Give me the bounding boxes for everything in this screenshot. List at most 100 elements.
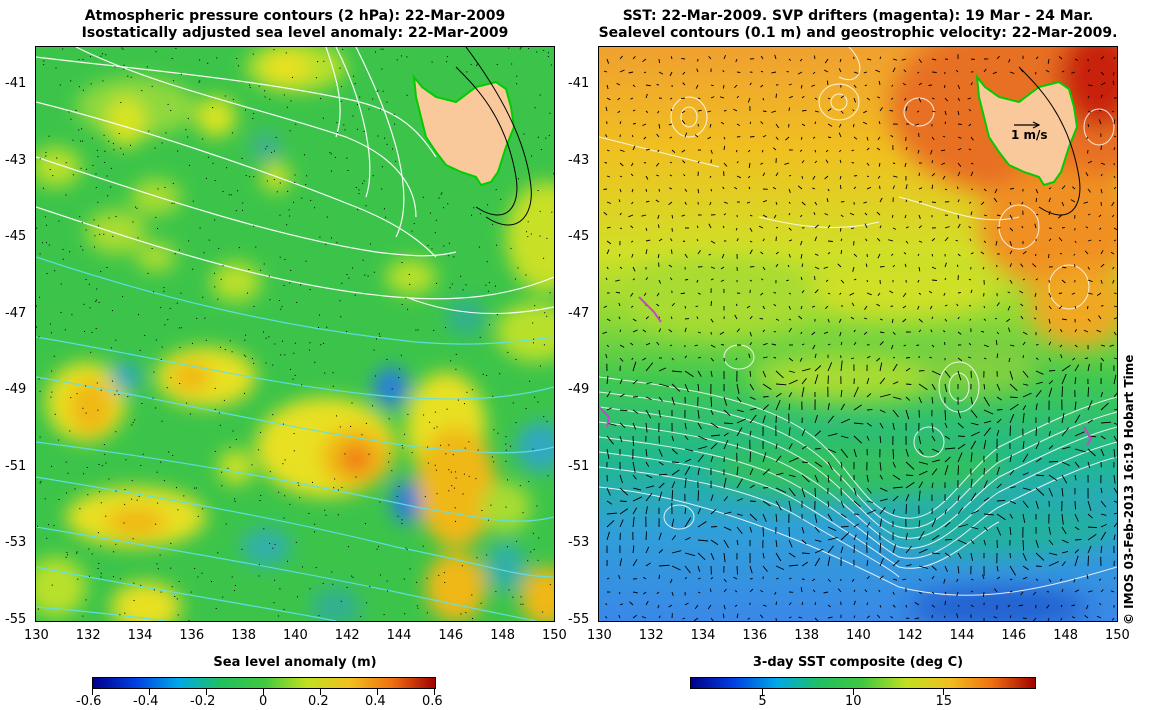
velocity-arrow [931, 482, 934, 489]
velocity-arrow [941, 149, 946, 152]
sla-data-dot [406, 548, 408, 550]
sla-data-dot [97, 568, 99, 569]
sla-data-dot [468, 441, 470, 443]
velocity-arrow [1061, 474, 1068, 484]
right-lat-tick-label: -47 [568, 305, 590, 321]
velocity-arrow [838, 123, 842, 128]
velocity-arrow [983, 539, 987, 546]
velocity-arrow [1035, 213, 1039, 216]
velocity-arrow [693, 617, 699, 621]
sla-data-dot [62, 248, 64, 250]
velocity-arrow [957, 136, 962, 139]
sla-data-dot [354, 294, 356, 296]
velocity-arrow [891, 318, 894, 324]
velocity-arrow [619, 69, 625, 73]
sla-data-dot [175, 47, 177, 49]
sla-data-dot [429, 212, 431, 214]
velocity-arrow [866, 377, 870, 385]
velocity-arrow [944, 262, 947, 268]
velocity-arrow [879, 265, 885, 268]
sla-data-dot [293, 433, 295, 435]
velocity-arrow [1009, 263, 1013, 268]
velocity-arrow [1074, 538, 1082, 541]
velocity-arrow [956, 613, 959, 619]
velocity-arrow [814, 160, 818, 164]
sla-data-dot [269, 471, 271, 473]
velocity-arrow [1020, 315, 1024, 320]
sla-data-dot [42, 242, 43, 244]
sla-data-dot [527, 236, 529, 238]
velocity-arrow [632, 474, 637, 480]
right-lat-tick-label: -43 [568, 152, 590, 168]
sla-data-dot [546, 315, 548, 317]
velocity-arrow [799, 58, 803, 62]
sla-data-dot [287, 560, 288, 562]
velocity-arrow [788, 58, 791, 61]
sla-data-dot [231, 576, 233, 578]
sla-data-dot [58, 220, 60, 222]
sla-data-dot [199, 80, 201, 82]
velocity-arrow [1111, 214, 1115, 218]
velocity-arrow [892, 227, 897, 230]
velocity-arrow [1022, 576, 1028, 580]
velocity-arrow [606, 531, 610, 541]
velocity-arrow [905, 240, 909, 244]
velocity-arrow [1060, 328, 1063, 333]
velocity-arrow [1087, 461, 1091, 468]
left-title-line2: Isostatically adjusted sea level anomaly… [81, 25, 509, 41]
velocity-arrow [1100, 448, 1105, 457]
velocity-arrow [801, 175, 803, 179]
velocity-arrow [918, 240, 923, 243]
sla-data-dot [180, 73, 182, 75]
velocity-arrow [760, 292, 764, 296]
sla-data-dot [98, 464, 100, 465]
sla-data-dot [417, 607, 419, 609]
velocity-arrow [1087, 188, 1091, 193]
velocity-arrow [931, 136, 935, 141]
sla-data-dot [487, 204, 489, 206]
velocity-arrow [931, 110, 936, 113]
sla-data-dot [146, 66, 148, 68]
velocity-arrow [825, 159, 829, 164]
velocity-arrow [931, 184, 934, 190]
velocity-arrow [1007, 291, 1011, 294]
velocity-arrow [970, 188, 974, 190]
left-lon-tick-label: 144 [386, 628, 412, 643]
right-title-line1: SST: 22-Mar-2009. SVP drifters (magenta)… [622, 8, 1094, 24]
velocity-arrow [630, 225, 634, 229]
velocity-arrow [1074, 500, 1076, 510]
velocity-arrow [801, 601, 804, 606]
velocity-arrow [1113, 392, 1117, 398]
velocity-arrow [866, 474, 869, 483]
velocity-arrow [827, 433, 838, 437]
sla-data-dot [416, 581, 418, 583]
sla-data-dot [365, 205, 367, 207]
sla-data-dot [192, 268, 194, 270]
velocity-arrow [1035, 552, 1045, 561]
velocity-scale-label: 1 m/s [1011, 128, 1048, 142]
sla-data-dot [220, 278, 222, 280]
sla-data-dot [332, 385, 334, 387]
sla-data-dot [212, 107, 214, 109]
sla-data-dot [386, 143, 388, 145]
velocity-arrow [983, 227, 987, 230]
right-title-line2: Sealevel contours (0.1 m) and geostrophi… [598, 25, 1118, 41]
velocity-arrow [1035, 403, 1038, 411]
sla-data-dot [39, 482, 41, 484]
velocity-arrow [983, 480, 988, 489]
velocity-arrow [1035, 565, 1042, 567]
sla-data-dot [347, 170, 349, 171]
velocity-arrow [606, 226, 611, 229]
velocity-arrow [669, 578, 673, 584]
sla-data-dot [231, 132, 233, 134]
velocity-arrow [735, 149, 738, 153]
velocity-arrow [759, 317, 764, 320]
velocity-arrow [890, 134, 894, 138]
sla-data-dot [539, 365, 541, 367]
velocity-arrow [1048, 460, 1059, 463]
velocity-arrow [684, 279, 689, 281]
velocity-arrow [775, 487, 787, 494]
velocity-arrow [1084, 357, 1089, 360]
velocity-arrow [788, 577, 792, 580]
velocity-arrow [684, 132, 688, 138]
